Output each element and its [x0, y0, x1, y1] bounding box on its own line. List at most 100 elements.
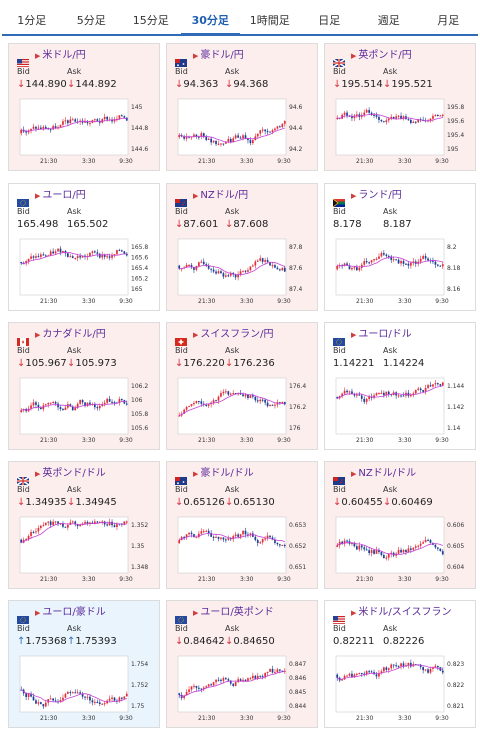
rate-card[interactable]: NZドル/ドルBidAsk↓0.60455↓0.604690.6060.6050… — [324, 461, 476, 589]
candle-body — [276, 267, 279, 270]
tab-0[interactable]: 1分足 — [17, 14, 47, 27]
mini-candle-chart[interactable]: 8.2 8.18 8.16 21:30 3:30 9:30 — [333, 236, 469, 306]
mini-candle-chart[interactable]: 87.8 87.6 87.4 21:30 3:30 9:30 — [175, 236, 311, 306]
candle-body — [242, 530, 244, 535]
pair-link[interactable]: ランド/円 — [351, 189, 401, 203]
candle-body — [37, 256, 40, 258]
candle-body — [84, 121, 86, 123]
y-tick-label: 195 — [447, 146, 459, 153]
tab-2[interactable]: 15分足 — [132, 14, 169, 27]
chart-svg: 0.823 0.822 0.821 21:30 3:30 9:30 — [335, 655, 464, 722]
rate-card[interactable]: スイスフラン/円BidAsk↓176.220↓176.236176.4176.2… — [166, 322, 318, 450]
mini-candle-chart[interactable]: 145 144.8 144.6 21:30 3:30 9:30 — [17, 96, 153, 166]
mini-candle-chart[interactable]: 94.6 94.4 94.2 21:30 3:30 9:30 — [175, 96, 311, 166]
tab-5[interactable]: 日足 — [318, 14, 341, 27]
y-tick-label: 105.8 — [131, 411, 148, 418]
pair-link[interactable]: カナダドル/円 — [35, 328, 105, 342]
candle-body — [437, 383, 439, 385]
rate-card[interactable]: NZドル/円BidAsk↓87.601↓87.60887.887.687.421… — [166, 183, 318, 311]
pair-link[interactable]: NZドル/円 — [193, 189, 248, 203]
chart-svg: 1.754 1.752 1.75 21:30 3:30 9:30 — [19, 655, 148, 722]
candle-body — [185, 265, 188, 268]
pair-link[interactable]: ユーロ/ドル — [351, 328, 411, 342]
candle-body — [205, 686, 208, 688]
rate-card[interactable]: ユーロ/ドルBidAsk1.142211.142241.1441.1421.14… — [324, 322, 476, 450]
tab-6[interactable]: 週足 — [377, 14, 400, 27]
tab-7[interactable]: 月足 — [437, 14, 460, 27]
rate-card[interactable]: ユーロ/豪ドルBidAsk↑1.75368↑1.753931.7541.7521… — [8, 600, 160, 728]
pair-link[interactable]: ユーロ/英ポンド — [193, 606, 273, 620]
chart-svg: 94.6 94.4 94.2 21:30 3:30 9:30 — [177, 98, 303, 165]
rate-card[interactable]: 英ポンド/円BidAsk↓195.514↓195.521195.8195.619… — [324, 43, 476, 171]
mini-candle-chart[interactable]: 0.823 0.822 0.821 21:30 3:30 9:30 — [333, 653, 469, 723]
mini-candle-chart[interactable]: 1.352 1.35 1.348 21:30 3:30 9:30 — [17, 514, 153, 584]
x-tick-label: 9:30 — [277, 715, 291, 722]
pair-link[interactable]: 米ドル/円 — [35, 49, 85, 63]
rate-card[interactable]: 豪ドル/円BidAsk↓94.363↓94.36894.694.494.221:… — [166, 43, 318, 171]
x-tick-label: 3:30 — [398, 298, 412, 305]
candle-body — [20, 261, 23, 264]
candle-body — [368, 671, 370, 673]
mini-candle-chart[interactable]: 1.144 1.142 1.14 21:30 3:30 9:30 — [333, 375, 469, 445]
candle-body — [183, 695, 185, 699]
pair-link[interactable]: NZドル/ドル — [351, 467, 416, 481]
candle-body — [348, 265, 351, 270]
rate-card[interactable]: 英ポンド/ドルBidAsk↓1.34935↓1.349451.3521.351.… — [8, 461, 160, 589]
tab-3[interactable]: 30分足 — [180, 8, 240, 36]
candle-body — [96, 701, 99, 703]
candle-body — [283, 121, 286, 124]
mini-candle-chart[interactable]: 0.653 0.652 0.651 21:30 3:30 9:30 — [175, 514, 311, 584]
candle-body — [183, 136, 185, 139]
rate-card[interactable]: ランド/円 Bid Ask 8.178 8.187 8.2 8.18 8.16 21:30 3:3… — [324, 183, 476, 311]
mini-candle-chart[interactable]: 1.754 1.752 1.75 21:30 3:30 9:30 — [17, 653, 153, 723]
mini-candle-chart[interactable]: 106.2 106 105.8 105.6 21:30 3:30 9:30 — [17, 375, 153, 445]
y-tick-label: 145 — [131, 104, 143, 111]
candle-body — [57, 248, 59, 252]
candle-body — [111, 697, 113, 699]
candle-body — [341, 541, 343, 544]
chart-svg: 0.653 0.652 0.651 21:30 3:30 9:30 — [177, 516, 306, 583]
candle-body — [217, 536, 220, 539]
mini-candle-chart[interactable]: 195.8 195.6 195.4 195 21:30 3:30 9:30 — [333, 96, 469, 166]
rate-card[interactable]: ユーロ/円 Bid Ask 165.498 165.502 165.8 165.6 165.4… — [8, 183, 160, 311]
plot-area — [177, 655, 287, 713]
candle-body — [183, 409, 185, 414]
pair-link[interactable]: 米ドル/スイスフラン — [351, 606, 451, 620]
bid-value-text: 87.601 — [183, 219, 219, 230]
flag-eu-icon — [17, 609, 29, 624]
x-tick-label: 3:30 — [240, 715, 254, 722]
pair-link[interactable]: スイスフラン/円 — [193, 328, 273, 342]
pair-link[interactable]: 英ポンド/ドル — [35, 467, 105, 481]
pair-link[interactable]: 豪ドル/ドル — [193, 467, 253, 481]
chart-svg: 87.8 87.6 87.4 21:30 3:30 9:30 — [177, 238, 303, 305]
rate-card[interactable]: 米ドル/スイスフラン Bid Ask 0.82211 0.82226 0.823 0.822… — [324, 600, 476, 728]
candle-body — [220, 537, 222, 539]
pair-link[interactable]: 英ポンド/円 — [351, 49, 411, 63]
pair-link[interactable]: ユーロ/円 — [35, 189, 85, 203]
rate-card[interactable]: 豪ドル/ドルBidAsk↓0.65126↓0.651300.6530.6520.… — [166, 461, 318, 589]
rate-card[interactable]: カナダドル/円BidAsk↓105.967↓105.973106.2106105… — [8, 322, 160, 450]
candle-body — [360, 264, 363, 268]
candle-body — [264, 260, 266, 262]
pair-link[interactable]: 豪ドル/円 — [193, 49, 243, 63]
y-tick-label: 195.4 — [447, 132, 464, 139]
bid-value: ↓195.514 — [333, 79, 383, 90]
mini-candle-chart[interactable]: 165.8 165.6 165.4 165.2 165 21:30 3:30 9:30 — [17, 236, 153, 306]
candle-body — [98, 253, 101, 258]
pair-link[interactable]: ユーロ/豪ドル — [35, 606, 105, 620]
candle-body — [190, 264, 193, 268]
candle-body — [261, 129, 264, 131]
rate-card[interactable]: 米ドル/円BidAsk↓144.890↓144.892145144.8144.6… — [8, 43, 160, 171]
arrow-down-icon: ↓ — [225, 219, 234, 230]
candle-body — [343, 390, 346, 394]
candle-body — [363, 673, 366, 675]
mini-candle-chart[interactable]: 0.606 0.605 0.604 21:30 3:30 9:30 — [333, 514, 469, 584]
candle-body — [47, 402, 50, 405]
tab-4[interactable]: 1時間足 — [249, 14, 290, 27]
rate-card[interactable]: ユーロ/英ポンドBidAsk↓0.84642↓0.846500.8470.846… — [166, 600, 318, 728]
card-title: スイスフラン/円 — [175, 328, 273, 346]
candle-body — [259, 258, 262, 261]
mini-candle-chart[interactable]: 0.847 0.846 0.845 0.844 21:30 3:30 9:30 — [175, 653, 311, 723]
mini-candle-chart[interactable]: 176.4 176.2 176 21:30 3:30 9:30 — [175, 375, 311, 445]
tab-1[interactable]: 5分足 — [76, 14, 106, 27]
